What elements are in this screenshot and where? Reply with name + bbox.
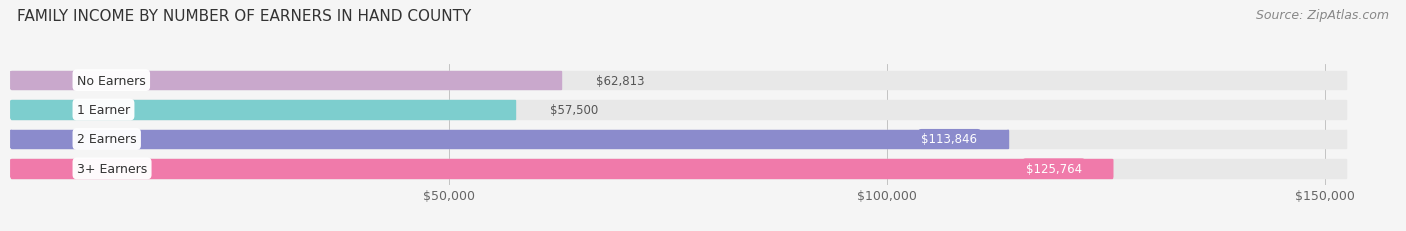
Text: $57,500: $57,500: [550, 104, 598, 117]
Bar: [11, 130, 1347, 149]
Text: 2 Earners: 2 Earners: [77, 133, 136, 146]
Bar: [11, 72, 1347, 90]
Text: No Earners: No Earners: [77, 74, 146, 87]
Bar: [11, 101, 1347, 119]
Text: FAMILY INCOME BY NUMBER OF EARNERS IN HAND COUNTY: FAMILY INCOME BY NUMBER OF EARNERS IN HA…: [17, 9, 471, 24]
Text: 1 Earner: 1 Earner: [77, 104, 129, 117]
Text: $113,846: $113,846: [921, 133, 977, 146]
Text: $62,813: $62,813: [596, 74, 645, 87]
Text: 3+ Earners: 3+ Earners: [77, 162, 148, 175]
Bar: [11, 160, 1112, 178]
Text: Source: ZipAtlas.com: Source: ZipAtlas.com: [1256, 9, 1389, 22]
Bar: [11, 160, 1347, 178]
Bar: [11, 130, 1008, 149]
Bar: [11, 72, 561, 90]
Bar: [11, 101, 515, 119]
Text: $125,764: $125,764: [1026, 162, 1081, 175]
